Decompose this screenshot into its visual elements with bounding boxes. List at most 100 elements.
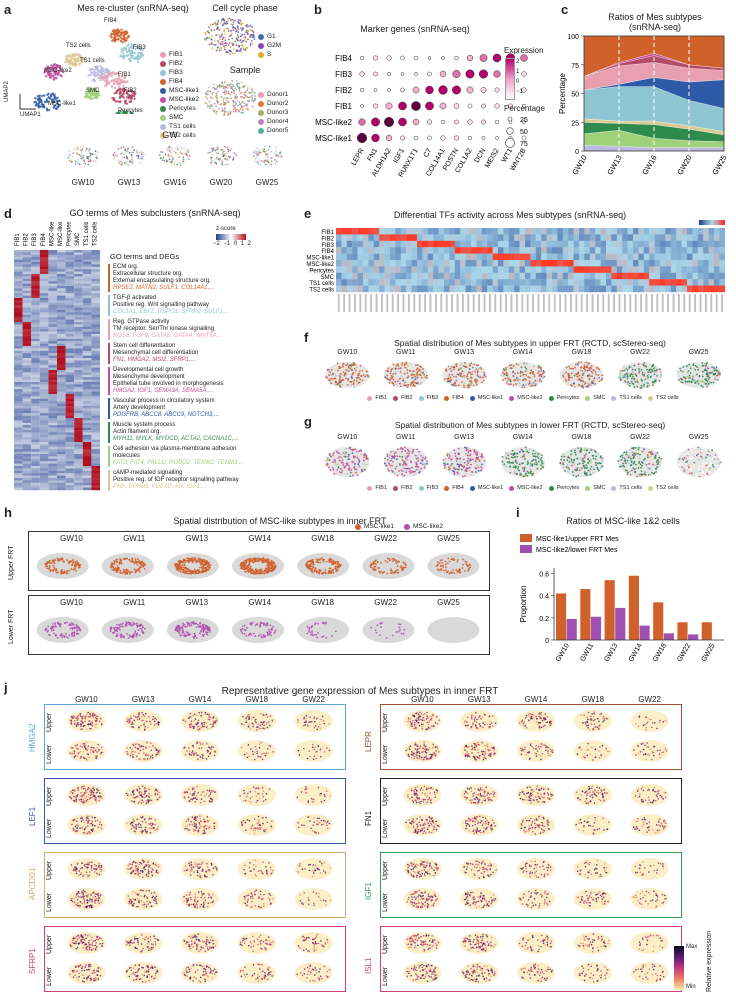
go-heat-cell (39, 425, 49, 428)
go-heat-cell (91, 398, 100, 402)
umap-point (102, 76, 106, 79)
spatial-spot (702, 364, 705, 367)
go-term: cAMP-mediated signalling (113, 470, 183, 476)
tf-heat-cell (692, 260, 698, 267)
go-heat-cell (48, 398, 57, 402)
go-heat-cell (57, 322, 66, 325)
legend-text: FIB2 (400, 395, 413, 401)
tf-heat-cell (417, 272, 423, 280)
go-heat-cell (82, 413, 92, 416)
go-heat-cell (14, 288, 23, 291)
tf-heat-cell (557, 279, 563, 286)
spatial-spot (422, 456, 424, 459)
spatial-spot (416, 377, 419, 379)
spatial-spot (513, 379, 516, 381)
umap-point (119, 160, 122, 163)
tf-heat-cell (535, 279, 542, 286)
spatial-spot (679, 367, 681, 370)
go-heat-cell (31, 271, 40, 275)
go-heat-cell (91, 370, 100, 373)
spatial-spot (405, 367, 408, 369)
tf-heat-cell (665, 266, 671, 273)
go-heat-cell (65, 350, 75, 354)
tf-heat-cell (535, 260, 542, 267)
go-heat-cell (82, 295, 92, 299)
tf-col-tick (559, 294, 561, 312)
umap-point (86, 93, 89, 97)
spatial-spot (388, 381, 391, 384)
spatial-spot (332, 468, 335, 471)
umap-point (250, 40, 253, 42)
spatial-spot (415, 468, 418, 471)
tf-heat-cell (357, 279, 364, 286)
umap-point (223, 97, 226, 100)
umap-point (87, 74, 90, 77)
tf-heat-cell (546, 240, 553, 248)
spatial-spot (577, 371, 580, 374)
tf-heat-cell (346, 272, 353, 280)
go-heat-cell (31, 274, 40, 277)
spatial-spot (685, 375, 688, 378)
tf-heat-cell (611, 228, 617, 235)
umap-point (125, 162, 127, 165)
spatial-spot (639, 386, 642, 389)
go-heat-cell (31, 430, 40, 433)
legend-swatch (258, 33, 264, 40)
umap-point (212, 97, 214, 100)
go-heat-cell (57, 346, 66, 349)
umap-point (223, 45, 225, 48)
umap-point (76, 53, 79, 56)
spatial-spot (653, 367, 655, 370)
umap-point (231, 83, 234, 86)
go-heat-cell (48, 401, 57, 404)
spatial-spot (512, 374, 515, 377)
spatial-spot (641, 371, 644, 374)
spatial-spot (356, 366, 358, 369)
umap-point (107, 75, 110, 78)
go-heat-cell (48, 425, 57, 428)
go-heat-cell (57, 302, 66, 306)
tf-heat-cell (422, 279, 428, 286)
go-heat-cell (74, 475, 83, 479)
umap-point (219, 47, 222, 50)
spatial-spot (420, 467, 423, 470)
go-heat-cell (48, 461, 57, 464)
go-heat-cell (48, 420, 57, 423)
spatial-spot (449, 378, 452, 381)
umap-point (125, 92, 129, 95)
spatial-spot (539, 378, 542, 380)
tf-heat-cell (562, 247, 569, 254)
umap-point (251, 99, 253, 102)
umap-point (239, 27, 242, 29)
spatial-spot (543, 375, 546, 378)
spatial-spot (339, 386, 342, 389)
spatial-spot (396, 368, 399, 371)
tf-heat-cell (546, 234, 553, 241)
umap-point (237, 50, 240, 53)
umap-point (233, 91, 236, 94)
dotplot-row-label: MSC-like1 (315, 134, 352, 143)
z-tick: 1 (240, 241, 245, 247)
umap-point (123, 162, 126, 164)
spatial-spot (476, 370, 479, 373)
spatial-spot (364, 468, 366, 471)
umap-point (50, 93, 53, 96)
dotplot-dot (360, 104, 364, 108)
spatial-spot (352, 364, 355, 366)
tf-heat-cell (487, 234, 493, 241)
spatial-spot (391, 367, 394, 370)
go-col-label: TS1 cells (84, 222, 90, 246)
go-heat-cell (82, 266, 92, 270)
umap-point (236, 25, 239, 28)
spatial-spot (344, 453, 347, 456)
tf-heat-cell (654, 272, 661, 280)
umap-point (51, 68, 54, 71)
tf-heat-cell (573, 285, 580, 293)
go-heat-cell (39, 329, 49, 332)
spatial-spot (707, 367, 710, 370)
go-heat-cell (22, 425, 32, 428)
go-heat-cell (39, 475, 49, 479)
go-heat-cell (65, 420, 75, 423)
tf-heat-cell (595, 247, 601, 254)
umap-point (105, 80, 109, 83)
